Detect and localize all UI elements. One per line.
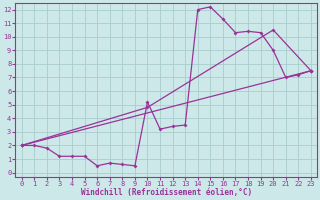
- X-axis label: Windchill (Refroidissement éolien,°C): Windchill (Refroidissement éolien,°C): [81, 188, 252, 197]
